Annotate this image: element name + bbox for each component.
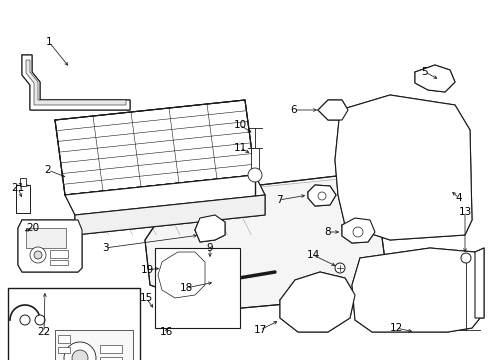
Polygon shape bbox=[414, 65, 454, 92]
Polygon shape bbox=[145, 175, 384, 310]
Text: 12: 12 bbox=[388, 323, 402, 333]
Polygon shape bbox=[334, 95, 471, 240]
Polygon shape bbox=[307, 185, 335, 206]
Text: 22: 22 bbox=[37, 327, 51, 337]
Circle shape bbox=[35, 315, 45, 325]
Bar bbox=[58, 335, 70, 343]
Circle shape bbox=[20, 315, 30, 325]
Polygon shape bbox=[317, 100, 347, 120]
Polygon shape bbox=[65, 175, 264, 215]
Bar bbox=[16, 185, 30, 213]
Text: 1: 1 bbox=[45, 37, 52, 47]
Bar bbox=[50, 260, 68, 265]
Bar bbox=[26, 228, 66, 248]
Bar bbox=[55, 330, 133, 360]
Circle shape bbox=[460, 253, 470, 263]
Text: 8: 8 bbox=[324, 227, 331, 237]
Circle shape bbox=[64, 342, 96, 360]
Text: 13: 13 bbox=[457, 207, 470, 217]
Polygon shape bbox=[158, 252, 204, 298]
Circle shape bbox=[34, 251, 42, 259]
Polygon shape bbox=[474, 248, 483, 318]
Bar bbox=[100, 345, 122, 353]
Text: 17: 17 bbox=[253, 325, 266, 335]
Polygon shape bbox=[75, 195, 264, 235]
Text: 3: 3 bbox=[102, 243, 108, 253]
Bar bbox=[58, 347, 70, 353]
Circle shape bbox=[30, 247, 46, 263]
Text: 11: 11 bbox=[233, 143, 246, 153]
Polygon shape bbox=[26, 60, 126, 105]
Bar bbox=[50, 250, 68, 258]
Polygon shape bbox=[280, 272, 354, 332]
Text: 7: 7 bbox=[275, 195, 282, 205]
Polygon shape bbox=[341, 218, 374, 243]
Text: 5: 5 bbox=[421, 67, 427, 77]
Text: 20: 20 bbox=[26, 223, 40, 233]
Circle shape bbox=[247, 168, 262, 182]
Text: 19: 19 bbox=[140, 265, 153, 275]
Text: 21: 21 bbox=[11, 183, 24, 193]
Text: 10: 10 bbox=[233, 120, 246, 130]
Bar bbox=[8, 288, 140, 360]
Polygon shape bbox=[351, 248, 479, 332]
Bar bbox=[155, 248, 240, 328]
Text: 15: 15 bbox=[139, 293, 152, 303]
Text: 16: 16 bbox=[159, 327, 172, 337]
Polygon shape bbox=[55, 100, 254, 195]
Polygon shape bbox=[195, 215, 224, 242]
Text: 2: 2 bbox=[44, 165, 51, 175]
Bar bbox=[250, 148, 259, 170]
Polygon shape bbox=[18, 220, 82, 272]
Text: 9: 9 bbox=[206, 243, 213, 253]
Text: 14: 14 bbox=[306, 250, 319, 260]
Circle shape bbox=[317, 192, 325, 200]
Bar bbox=[100, 357, 122, 360]
Bar bbox=[20, 178, 26, 186]
Text: 18: 18 bbox=[179, 283, 192, 293]
Text: 4: 4 bbox=[455, 193, 461, 203]
Circle shape bbox=[352, 227, 362, 237]
Polygon shape bbox=[22, 55, 130, 110]
Circle shape bbox=[334, 263, 345, 273]
Text: 6: 6 bbox=[290, 105, 297, 115]
Circle shape bbox=[72, 350, 88, 360]
